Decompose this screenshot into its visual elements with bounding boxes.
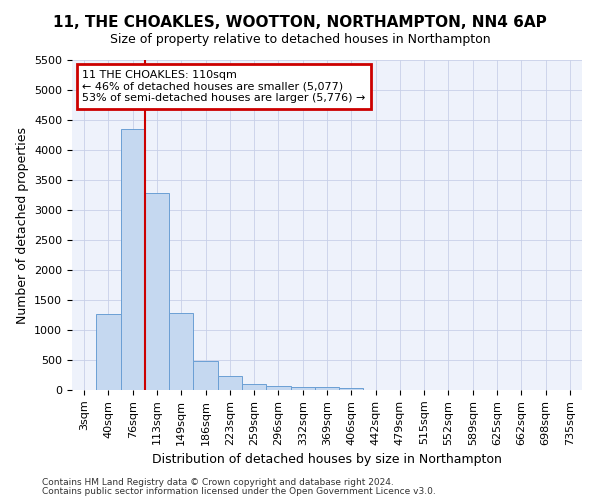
Bar bbox=[315, 387, 339, 390]
Text: 11, THE CHOAKLES, WOOTTON, NORTHAMPTON, NN4 6AP: 11, THE CHOAKLES, WOOTTON, NORTHAMPTON, … bbox=[53, 15, 547, 30]
Text: Contains HM Land Registry data © Crown copyright and database right 2024.: Contains HM Land Registry data © Crown c… bbox=[42, 478, 394, 487]
Bar bbox=[145, 193, 169, 390]
Bar bbox=[218, 376, 242, 390]
X-axis label: Distribution of detached houses by size in Northampton: Distribution of detached houses by size … bbox=[152, 453, 502, 466]
Y-axis label: Number of detached properties: Number of detached properties bbox=[16, 126, 29, 324]
Bar bbox=[121, 129, 145, 390]
Text: Contains public sector information licensed under the Open Government Licence v3: Contains public sector information licen… bbox=[42, 487, 436, 496]
Text: Size of property relative to detached houses in Northampton: Size of property relative to detached ho… bbox=[110, 32, 490, 46]
Bar bbox=[339, 388, 364, 390]
Bar bbox=[169, 313, 193, 390]
Bar bbox=[290, 387, 315, 390]
Bar bbox=[193, 361, 218, 390]
Text: 11 THE CHOAKLES: 110sqm
← 46% of detached houses are smaller (5,077)
53% of semi: 11 THE CHOAKLES: 110sqm ← 46% of detache… bbox=[82, 70, 365, 103]
Bar bbox=[266, 386, 290, 390]
Bar bbox=[96, 314, 121, 390]
Bar bbox=[242, 384, 266, 390]
